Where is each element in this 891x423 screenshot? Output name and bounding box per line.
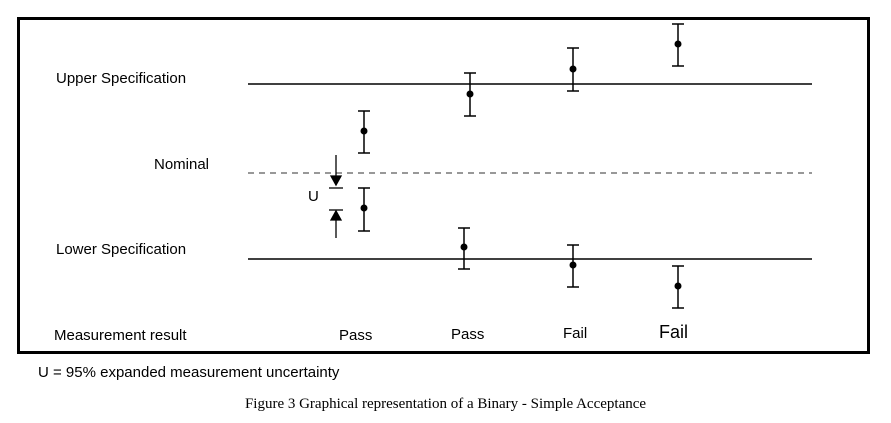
measurement-point-4	[458, 227, 470, 270]
measurement-point-6	[567, 244, 579, 288]
measurement-point-5	[567, 47, 579, 92]
result-label-1: Pass	[339, 327, 373, 344]
uncertainty-indicator	[329, 155, 343, 238]
result-label-2: Pass	[451, 326, 485, 343]
measurement-result-label: Measurement result	[54, 327, 187, 344]
nominal-label: Nominal	[154, 156, 210, 173]
figure-caption: Figure 3 Graphical representation of a B…	[244, 396, 647, 412]
measurement-point-3	[464, 72, 476, 117]
measurement-point-1	[358, 110, 370, 154]
upper-spec-label: Upper Specification	[56, 70, 187, 87]
result-label-4: Fail	[659, 322, 689, 342]
uncertainty-label: U	[308, 188, 319, 205]
measurement-point-7	[672, 23, 684, 67]
measurement-point-2	[358, 187, 370, 232]
measurement-point-8	[672, 265, 684, 309]
legend-text: U = 95% expanded measurement uncertainty	[38, 364, 340, 381]
result-label-3: Fail	[563, 325, 588, 342]
diagram-frame	[17, 17, 870, 354]
lower-spec-label: Lower Specification	[56, 241, 187, 258]
